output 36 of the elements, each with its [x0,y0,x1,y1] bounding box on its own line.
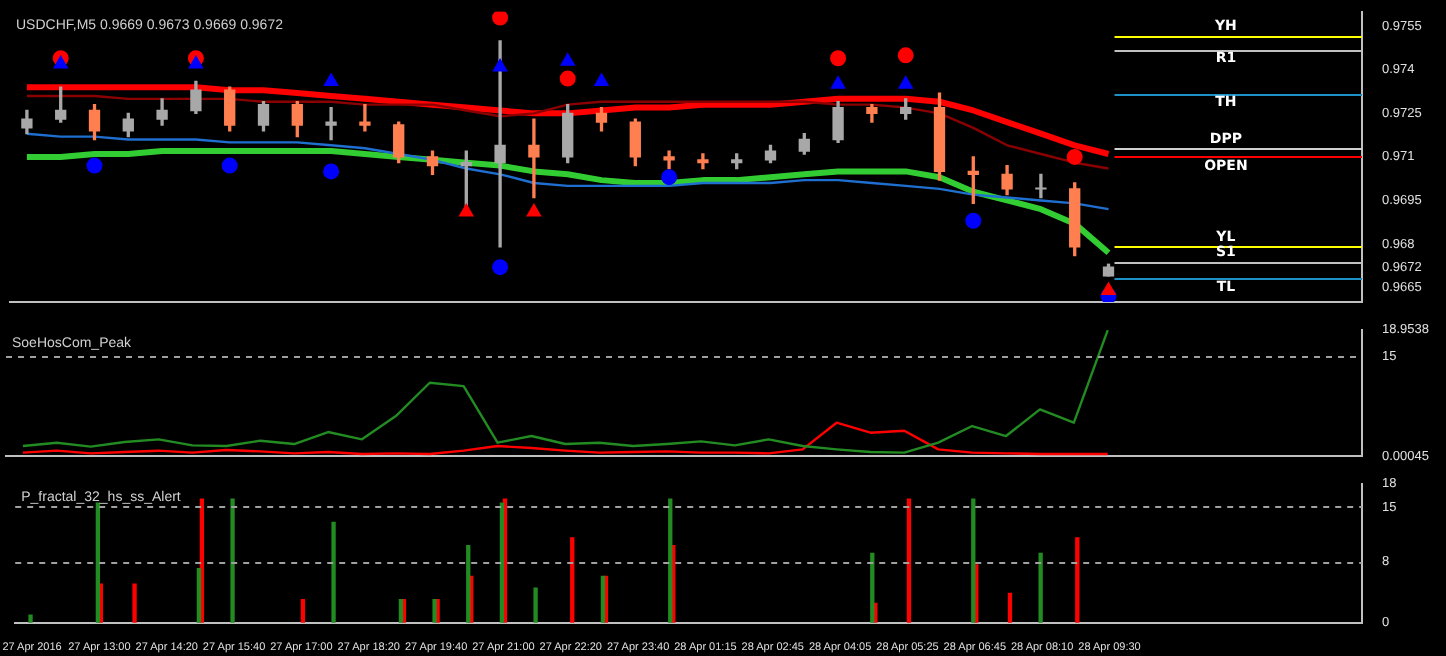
point [493,58,508,72]
point [831,76,846,89]
point [459,204,474,217]
point [594,73,609,86]
point [526,204,541,217]
point [1101,282,1116,295]
point [1066,148,1083,165]
bar [230,498,235,623]
point [492,259,509,276]
point [897,47,914,64]
point [221,157,238,174]
bar [570,537,575,623]
point [898,76,913,89]
point [830,50,847,67]
bar [466,544,471,623]
point [559,70,576,87]
point [492,11,509,26]
point [965,212,982,229]
point [86,157,103,174]
bar [668,498,673,623]
bar [971,498,976,623]
bar [196,568,202,623]
bar [906,498,912,623]
point [323,163,340,180]
point [324,73,339,86]
bar [1038,552,1043,623]
bar [533,587,538,623]
point [53,56,68,69]
bar [132,583,137,623]
bar [1075,537,1080,623]
point [188,56,203,69]
bar [95,502,101,623]
bar [331,521,336,623]
point [560,53,575,66]
point [661,169,678,186]
bar [28,614,33,623]
